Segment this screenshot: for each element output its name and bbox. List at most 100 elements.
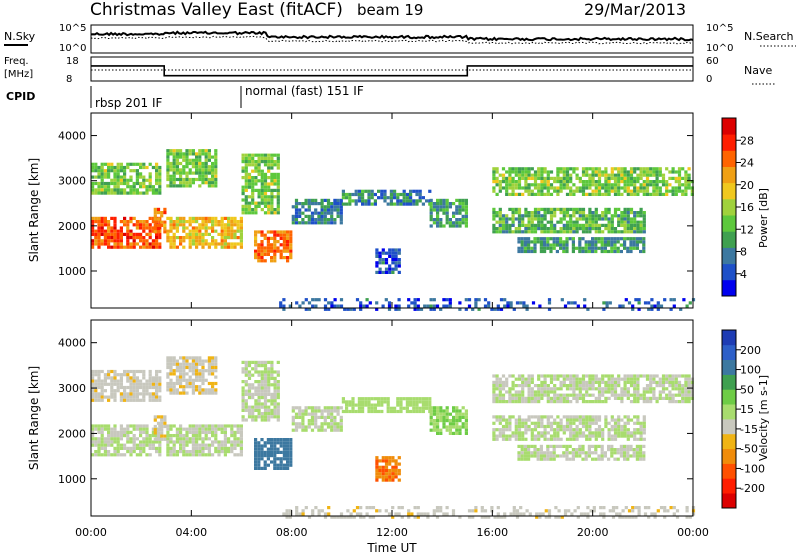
echo-cell <box>110 395 114 399</box>
echo-cell <box>172 155 176 159</box>
echo-cell <box>172 161 176 166</box>
echo-cell <box>270 236 274 240</box>
echo-cell <box>211 440 215 444</box>
echo-cell <box>103 181 107 186</box>
echo-cell <box>601 377 605 381</box>
echo-cell <box>276 402 280 406</box>
echo-cell <box>378 254 382 258</box>
echo-cell <box>169 223 173 227</box>
echo-cell <box>429 214 433 218</box>
echo-cell <box>151 382 155 386</box>
echo-cell <box>323 198 327 202</box>
echo-cell <box>172 165 176 169</box>
echo-cell <box>107 373 111 377</box>
echo-cell <box>656 307 660 311</box>
echo-cell <box>458 431 462 435</box>
echo-cell <box>556 186 560 190</box>
echo-cell <box>139 453 143 457</box>
nsky-line <box>90 30 694 42</box>
echo-cell <box>508 230 512 234</box>
echo-cell <box>687 374 691 378</box>
echo-cell <box>685 506 689 510</box>
echo-cell <box>533 180 538 184</box>
echo-cell <box>195 450 199 454</box>
echo-cell <box>508 424 512 429</box>
echo-cell <box>100 191 104 195</box>
echo-cell <box>286 438 290 442</box>
echo-cell <box>498 418 502 422</box>
echo-cell <box>388 270 392 274</box>
echo-cell <box>179 362 183 366</box>
echo-cell <box>135 376 139 380</box>
echo-cell <box>191 242 195 246</box>
echo-cell <box>230 430 234 434</box>
echo-cell <box>126 191 130 195</box>
echo-cell <box>182 223 186 227</box>
echo-cell <box>537 377 541 381</box>
echo-cell <box>442 512 446 516</box>
beam-label: beam 19 <box>357 1 423 19</box>
echo-cell <box>260 396 264 400</box>
echo-cell <box>100 382 104 386</box>
echo-cell <box>254 466 258 470</box>
echo-cell <box>549 170 554 174</box>
echo-cell <box>244 160 248 164</box>
echo-cell <box>620 180 624 184</box>
echo-cell <box>185 381 189 386</box>
echo-cell <box>230 245 234 249</box>
echo-cell <box>276 198 280 202</box>
echo-cell <box>626 189 630 193</box>
echo-cell <box>139 392 143 396</box>
echo-cell <box>155 236 159 240</box>
echo-cell <box>336 214 340 218</box>
echo-cell <box>607 457 611 461</box>
echo-cell <box>172 184 176 188</box>
echo-cell <box>581 230 586 234</box>
echo-cell <box>565 387 570 391</box>
echo-cell <box>195 440 199 444</box>
echo-cell <box>191 365 195 370</box>
echo-cell <box>273 444 277 448</box>
echo-cell <box>501 384 506 388</box>
echo-cell <box>591 183 595 187</box>
echo-cell <box>307 422 311 426</box>
echo-cell <box>129 424 133 428</box>
echo-cell <box>553 387 557 391</box>
echo-cell <box>562 384 566 388</box>
echo-cell <box>160 437 164 441</box>
echo-cell <box>145 389 149 393</box>
echo-cell <box>461 422 465 426</box>
echo-cell <box>373 403 377 407</box>
echo-cell <box>652 192 656 196</box>
echo-cell <box>151 376 155 380</box>
echo-cell <box>317 409 321 413</box>
echo-cell <box>97 236 101 240</box>
echo-cell <box>601 217 605 221</box>
echo-cell <box>633 377 637 381</box>
echo-cell <box>439 412 443 416</box>
echo-cell <box>604 186 608 190</box>
echo-cell <box>684 173 688 177</box>
echo-cell <box>172 369 176 373</box>
echo-cell <box>267 163 271 167</box>
echo-cell <box>251 211 255 215</box>
echo-cell <box>244 204 248 208</box>
echo-cell <box>169 174 173 178</box>
echo-cell <box>626 220 630 224</box>
echo-cell <box>155 239 159 243</box>
echo-cell <box>172 220 176 224</box>
echo-cell <box>100 165 104 170</box>
echo-cell <box>348 199 352 203</box>
echo-cell <box>201 365 205 370</box>
echo-cell <box>254 444 258 448</box>
echo-cell <box>91 443 95 447</box>
echo-cell <box>617 170 621 174</box>
echo-cell <box>636 415 640 419</box>
echo-cell <box>391 254 395 258</box>
echo-cell <box>399 409 403 414</box>
echo-cell <box>179 424 183 428</box>
echo-cell <box>677 387 682 391</box>
echo-cell <box>503 512 507 516</box>
echo-cell <box>239 424 243 428</box>
echo-cell <box>523 457 527 461</box>
